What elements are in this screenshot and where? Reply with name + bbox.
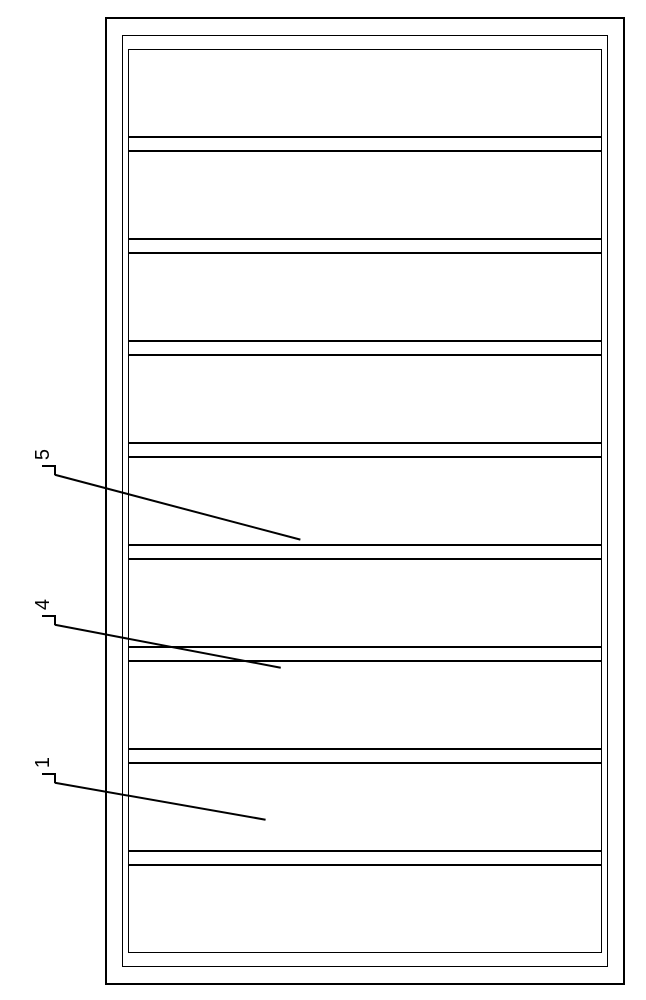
slat-gap <box>128 647 602 661</box>
slat <box>128 253 602 341</box>
slat-gap <box>128 545 602 559</box>
slat <box>128 49 602 137</box>
callout-tick <box>42 773 54 775</box>
slat <box>128 457 602 545</box>
slat-gap <box>128 341 602 355</box>
slat-gap <box>128 851 602 865</box>
slat <box>128 151 602 239</box>
slat-gap <box>128 137 602 151</box>
callout-tick <box>42 465 54 467</box>
callout-label-4: 4 <box>32 599 55 610</box>
slat-gap <box>128 239 602 253</box>
callout-tick <box>42 615 54 617</box>
slat-gap <box>128 443 602 457</box>
slat <box>128 355 602 443</box>
slat-gap <box>128 749 602 763</box>
slat <box>128 661 602 749</box>
slat <box>128 559 602 647</box>
callout-label-1: 1 <box>32 757 55 768</box>
slat <box>128 865 602 953</box>
callout-label-5: 5 <box>32 449 55 460</box>
diagram-container: 1 4 5 <box>0 0 646 1000</box>
